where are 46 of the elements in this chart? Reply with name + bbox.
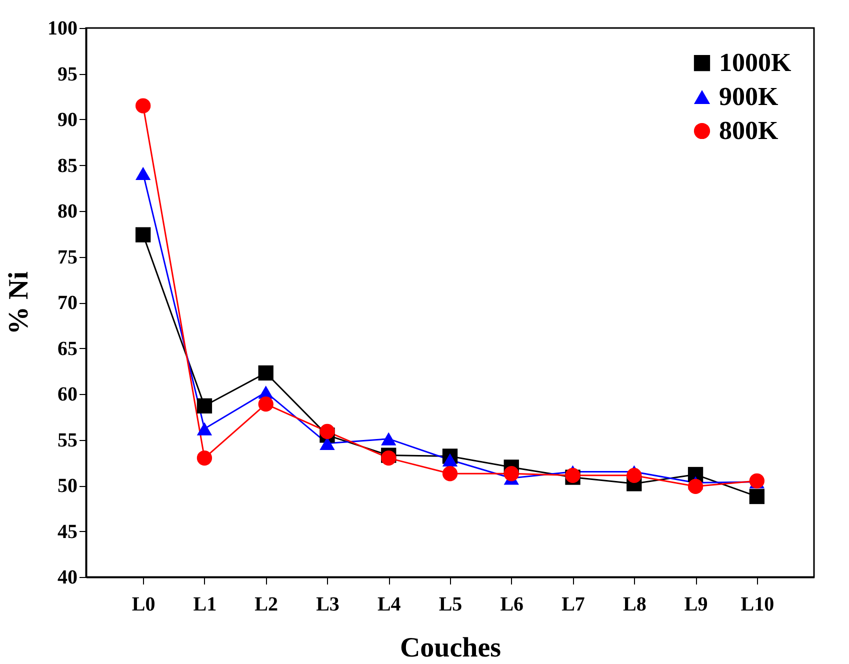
x-tick-label: L7 <box>562 594 585 616</box>
y-tick-label: 70 <box>58 292 78 314</box>
point <box>504 466 519 482</box>
point <box>442 466 458 482</box>
y-tick-label: 40 <box>58 566 78 588</box>
point <box>381 450 396 466</box>
point <box>688 478 704 494</box>
point <box>626 468 642 484</box>
legend-label: 900K <box>719 82 779 111</box>
x-tick-label: L5 <box>438 594 462 616</box>
point <box>196 398 212 414</box>
y-tick-label: 55 <box>58 429 78 452</box>
legend-label: 800K <box>719 116 779 145</box>
y-tick-label: 80 <box>58 200 78 222</box>
y-tick-label: 65 <box>58 338 78 360</box>
y-tick-label: 85 <box>58 154 78 177</box>
x-tick-label: L6 <box>500 594 524 616</box>
point <box>136 98 151 114</box>
point <box>320 424 335 440</box>
y-tick-label: 75 <box>58 246 78 268</box>
x-tick-label: L10 <box>740 594 774 616</box>
y-tick-label: 95 <box>58 63 78 86</box>
point <box>136 166 151 180</box>
point <box>258 365 274 381</box>
x-tick-label: L2 <box>254 594 278 616</box>
y-tick-label: 45 <box>58 520 78 543</box>
y-tick-label: 50 <box>58 475 78 497</box>
x-tick-label: L1 <box>193 594 217 616</box>
y-tick-label: 90 <box>58 109 78 131</box>
point <box>442 453 458 466</box>
point <box>196 422 212 436</box>
x-axis-title: Couches <box>400 632 502 664</box>
x-tick-label: L3 <box>316 594 340 616</box>
x-tick-label: L8 <box>622 594 646 616</box>
x-tick-label: L4 <box>377 594 401 616</box>
point <box>749 488 764 504</box>
point <box>381 432 396 446</box>
point <box>196 450 212 466</box>
y-axis-title: % Ni <box>4 271 34 334</box>
x-tick-label: L9 <box>684 594 708 616</box>
legend-label: 1000K <box>719 48 792 77</box>
point <box>258 396 274 412</box>
y-tick-label: 100 <box>48 18 78 40</box>
y-tick-label: 60 <box>58 384 78 406</box>
x-tick-label: L0 <box>132 594 156 616</box>
point <box>136 227 151 242</box>
